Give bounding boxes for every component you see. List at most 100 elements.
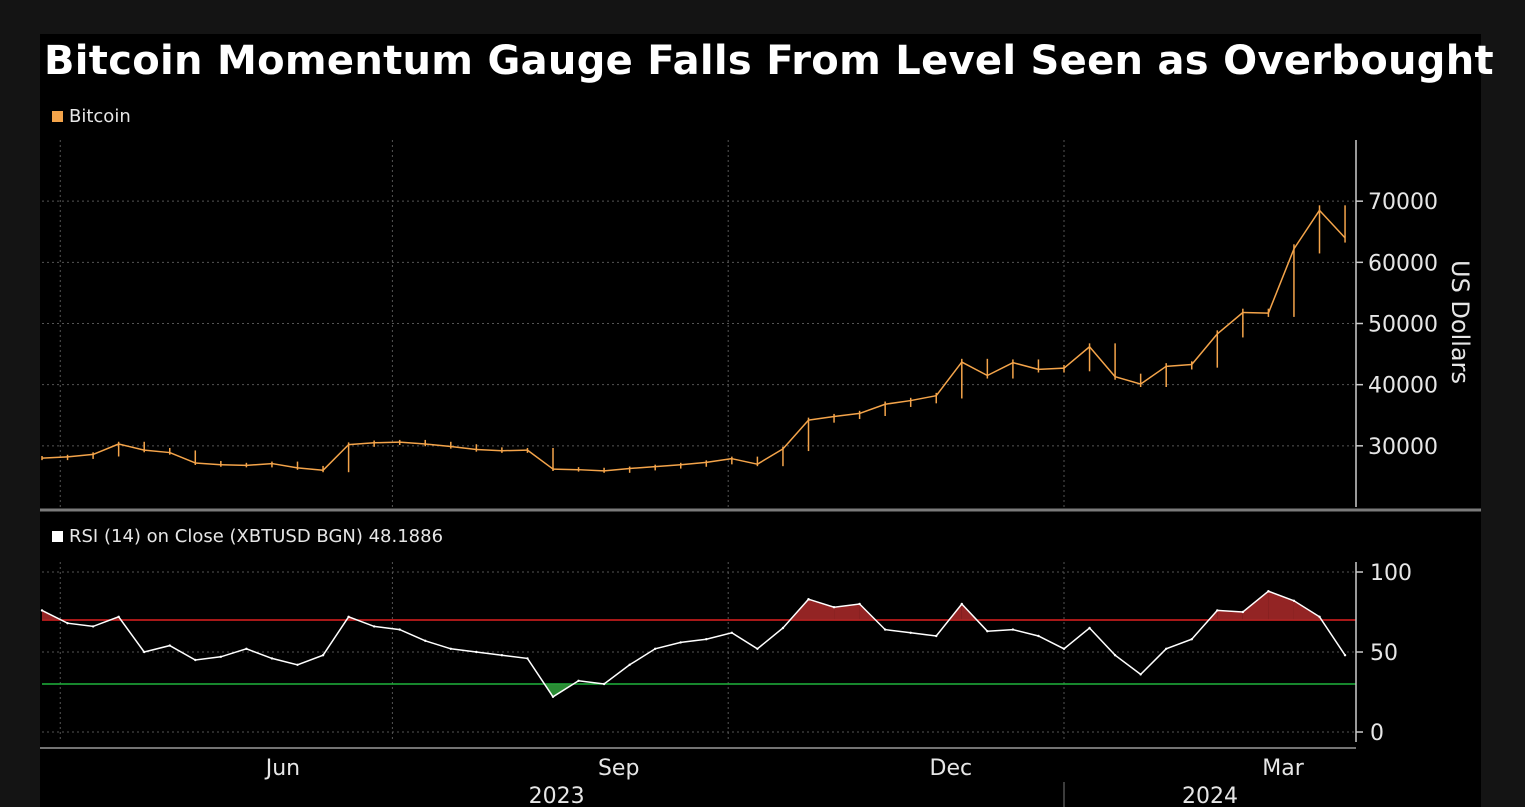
price-segment (425, 443, 451, 448)
rsi-point (1216, 609, 1219, 612)
rsi-point (986, 630, 989, 633)
price-segment (680, 461, 707, 466)
rsi-point (270, 657, 274, 660)
rsi-point (730, 631, 734, 634)
x-tick-label: Sep (598, 756, 639, 781)
rsi-point (168, 644, 171, 647)
price-segment (271, 462, 298, 469)
rsi-point (1113, 654, 1117, 657)
rsi-point (219, 655, 223, 658)
price-segment (910, 394, 937, 402)
rsi-point (526, 657, 529, 660)
price-segment (1318, 209, 1346, 239)
price-segment (1216, 311, 1244, 335)
rsi-point (1062, 647, 1066, 650)
rsi-point (602, 682, 606, 686)
rsi-point (245, 647, 248, 650)
rsi-fill-layer (42, 591, 1322, 697)
price-ytick-label: 70000 (1368, 190, 1438, 215)
price-segment (1088, 346, 1116, 378)
price-segment (1191, 333, 1218, 365)
rsi-point (1241, 610, 1245, 614)
chart-frame (40, 34, 1481, 807)
rsi-point (1165, 647, 1168, 650)
rsi-point (347, 615, 350, 618)
rsi-overbought-fill (808, 599, 835, 620)
price-segment (322, 444, 350, 471)
rsi-point (194, 658, 197, 662)
price-segment (144, 449, 170, 454)
rsi-point (1343, 654, 1347, 657)
rsi-point (143, 650, 146, 654)
price-segment (118, 443, 145, 451)
price-segment (1140, 365, 1167, 385)
rsi-point (654, 647, 657, 650)
price-segment (246, 462, 273, 467)
rsi-point (1190, 638, 1193, 641)
rsi-point (1267, 590, 1270, 593)
grid-layer (42, 140, 1356, 742)
price-segment (655, 464, 681, 468)
rsi-point (1292, 599, 1296, 602)
x-tick-label: Dec (930, 756, 973, 781)
price-segment (731, 457, 758, 465)
price-segment (501, 449, 528, 452)
price-segment (578, 468, 605, 472)
rsi-legend-label: RSI (14) on Close (XBTUSD BGN) 48.1886 (69, 526, 444, 547)
price-legend-swatch (52, 111, 63, 122)
x-year-label: 2024 (1182, 784, 1238, 807)
rsi-point (1011, 628, 1015, 631)
price-segment (527, 449, 554, 470)
rsi-ytick-label: 50 (1370, 641, 1398, 666)
rsi-legend: RSI (14) on Close (XBTUSD BGN) 48.1886 (52, 526, 443, 547)
price-ytick-label: 40000 (1368, 374, 1438, 399)
rsi-point (883, 628, 887, 631)
price-segment (41, 456, 68, 459)
rsi-point (1037, 634, 1040, 638)
price-segment (706, 457, 732, 464)
rsi-point (705, 638, 708, 641)
price-segment (757, 448, 784, 465)
rsi-point (117, 615, 120, 618)
price-segment (67, 453, 94, 458)
price-segment (833, 412, 860, 418)
rsi-point (321, 654, 325, 657)
rsi-point (449, 647, 452, 650)
price-ytick-label: 60000 (1368, 251, 1438, 276)
rsi-point (66, 622, 69, 625)
rsi-point (909, 631, 912, 634)
rsi-point (756, 647, 759, 650)
rsi-ytick-label: 100 (1370, 561, 1412, 586)
rsi-point (398, 628, 401, 631)
price-segment (450, 445, 477, 451)
rsi-point (679, 641, 682, 644)
price-segment (1012, 361, 1039, 371)
price-segment (885, 399, 911, 405)
price-ytick-label: 50000 (1368, 313, 1438, 338)
price-segment (859, 403, 886, 415)
price-segment (1242, 311, 1269, 314)
rsi-point (40, 609, 44, 612)
price-segment (348, 442, 375, 446)
price-segment (782, 419, 810, 450)
series-layer (40, 205, 1347, 698)
rsi-legend-swatch (52, 531, 63, 542)
price-segment (1038, 367, 1065, 371)
rsi-point (296, 663, 299, 666)
price-segment (297, 467, 324, 472)
price-segment (987, 361, 1014, 377)
price-segment (935, 361, 963, 397)
rsi-point (858, 602, 861, 606)
rsi-point (475, 650, 478, 654)
price-legend-label: Bitcoin (69, 106, 131, 127)
rsi-point (551, 695, 555, 698)
rsi-line (41, 590, 1346, 698)
rsi-point (1318, 615, 1321, 618)
rsi-overbought-fill (1217, 610, 1243, 620)
price-segment (195, 462, 221, 466)
price-segment (1166, 363, 1192, 368)
price-segment (476, 448, 502, 452)
rsi-overbought-fill (1242, 591, 1269, 620)
axis-layer: 30000 40000 50000 60000 70000 US Dollars 0 50 10… (40, 140, 1481, 807)
rsi-point (628, 663, 631, 666)
